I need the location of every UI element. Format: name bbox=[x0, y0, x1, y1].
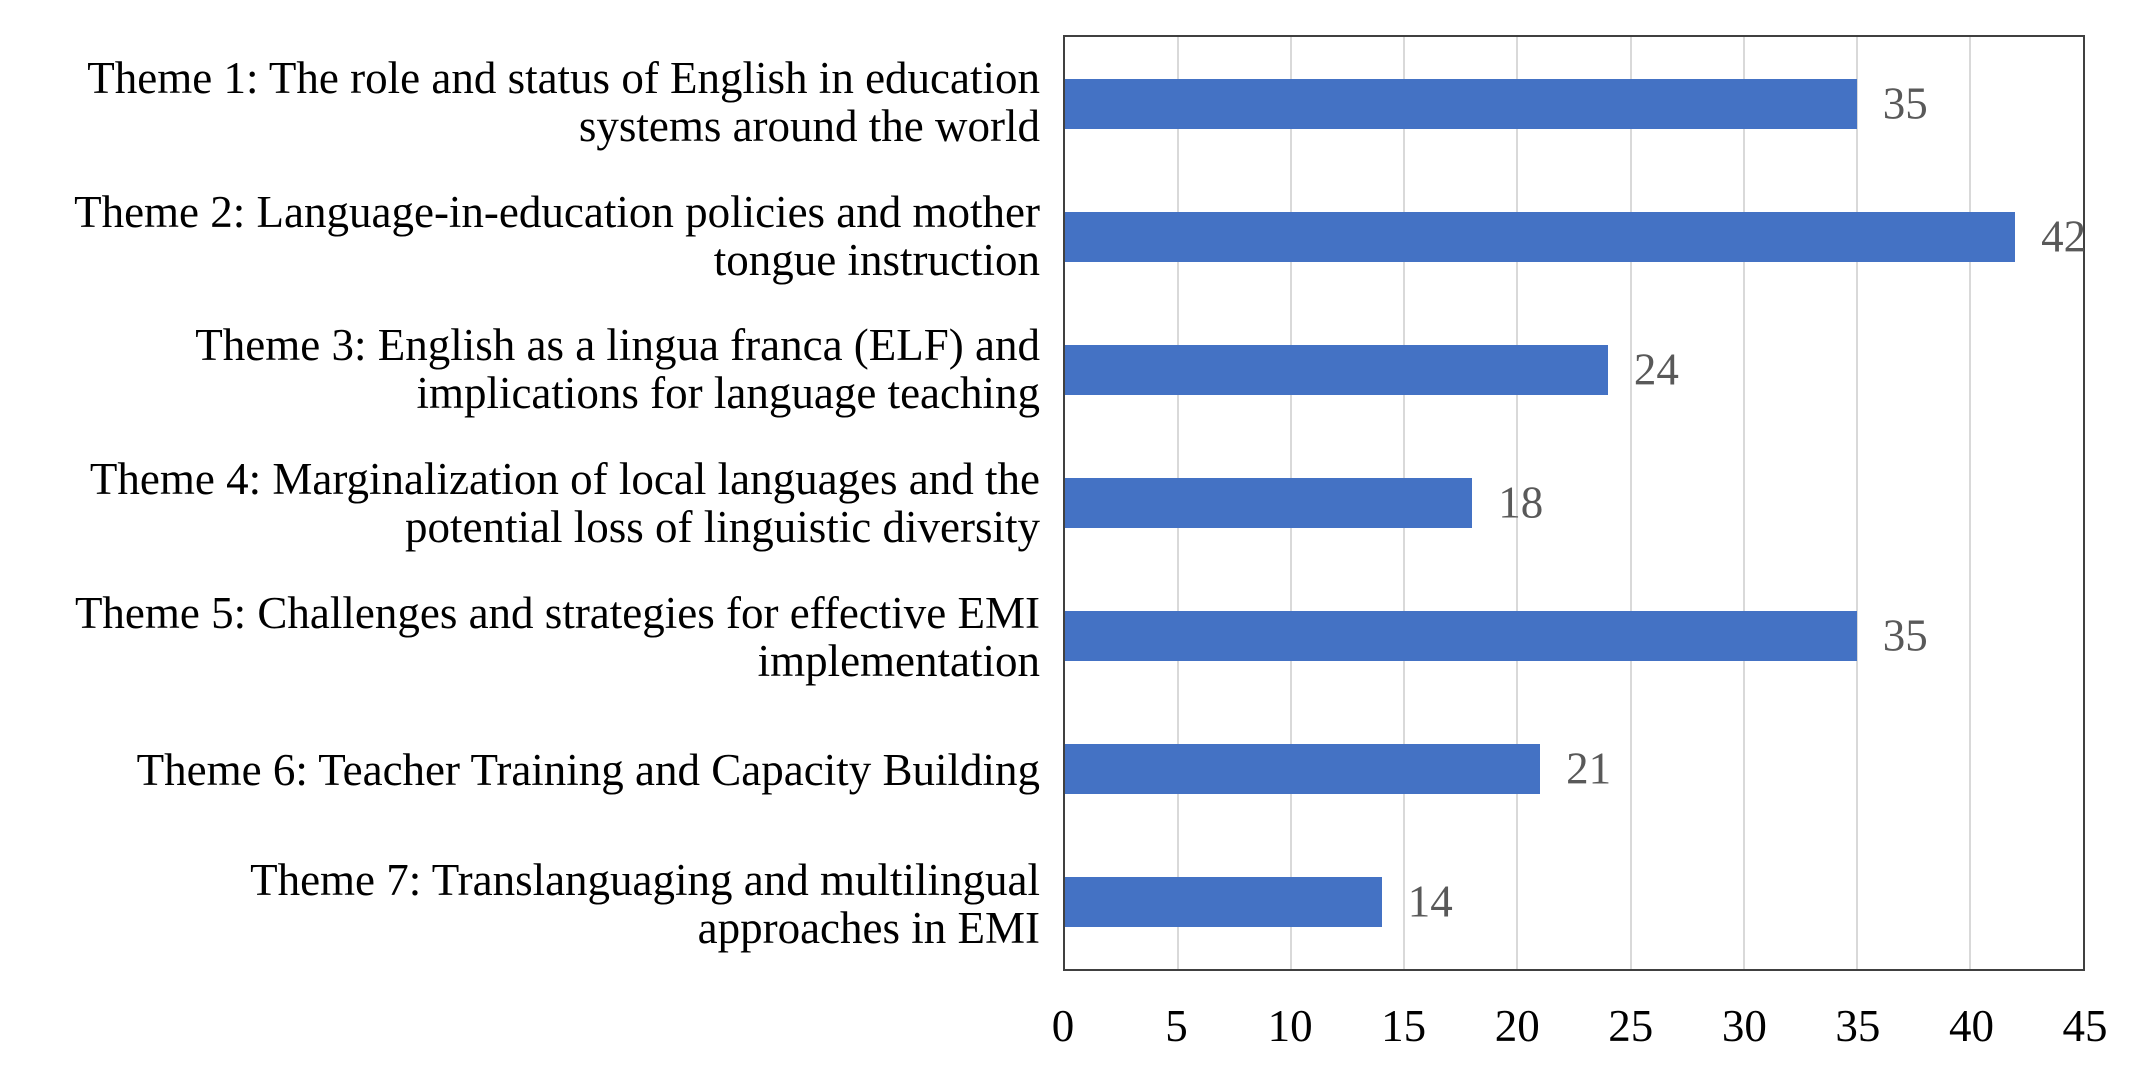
x-tick-label: 35 bbox=[1835, 1001, 1881, 1051]
value-label: 21 bbox=[1566, 743, 1612, 794]
category-axis: Theme 1: The role and status of English … bbox=[0, 35, 1040, 971]
category-label: Theme 6: Teacher Training and Capacity B… bbox=[136, 745, 1040, 796]
x-tick-label: 20 bbox=[1494, 1001, 1540, 1051]
bar bbox=[1065, 744, 1541, 795]
value-label: 24 bbox=[1633, 344, 1679, 395]
x-axis: 0 5 10 15 20 25 30 35 40 45 bbox=[1052, 1001, 2108, 1066]
value-label: 35 bbox=[1882, 610, 1928, 661]
gridline bbox=[1855, 37, 1858, 969]
x-tick-label: 5 bbox=[1165, 1001, 1188, 1051]
value-label: 35 bbox=[1882, 78, 1928, 129]
bar bbox=[1065, 78, 1857, 129]
category-label: Theme 2: Language-in-education policies … bbox=[74, 186, 1040, 285]
value-label: 42 bbox=[2041, 211, 2087, 262]
x-tick-label: 0 bbox=[1051, 1001, 1075, 1051]
bar bbox=[1065, 611, 1857, 662]
gridline bbox=[1968, 37, 1971, 969]
x-tick-label: 40 bbox=[1948, 1001, 1994, 1051]
x-tick-label: 15 bbox=[1381, 1001, 1427, 1051]
bar bbox=[1065, 211, 2016, 262]
plot-area: 35 42 24 18 35 21 14 bbox=[1063, 35, 2087, 971]
category-label: Theme 3: English as a lingua franca (ELF… bbox=[195, 320, 1040, 419]
x-tick-label: 10 bbox=[1267, 1001, 1313, 1051]
gridline bbox=[1516, 37, 1519, 969]
x-tick-label: 30 bbox=[1721, 1001, 1767, 1051]
x-tick-label: 25 bbox=[1608, 1001, 1654, 1051]
value-label: 14 bbox=[1407, 876, 1453, 927]
category-label: Theme 4: Marginalization of local langua… bbox=[89, 453, 1040, 552]
category-label: Theme 7: Translanguaging and multilingua… bbox=[250, 855, 1040, 954]
bar bbox=[1065, 344, 1608, 395]
bar bbox=[1065, 478, 1473, 528]
x-tick-label: 45 bbox=[2062, 1001, 2108, 1051]
gridline bbox=[1742, 37, 1745, 969]
category-label: Theme 1: The role and status of English … bbox=[87, 52, 1040, 151]
bar bbox=[1065, 877, 1382, 928]
value-label: 18 bbox=[1498, 477, 1544, 528]
category-label: Theme 5: Challenges and strategies for e… bbox=[74, 587, 1040, 686]
gridline bbox=[1629, 37, 1632, 969]
